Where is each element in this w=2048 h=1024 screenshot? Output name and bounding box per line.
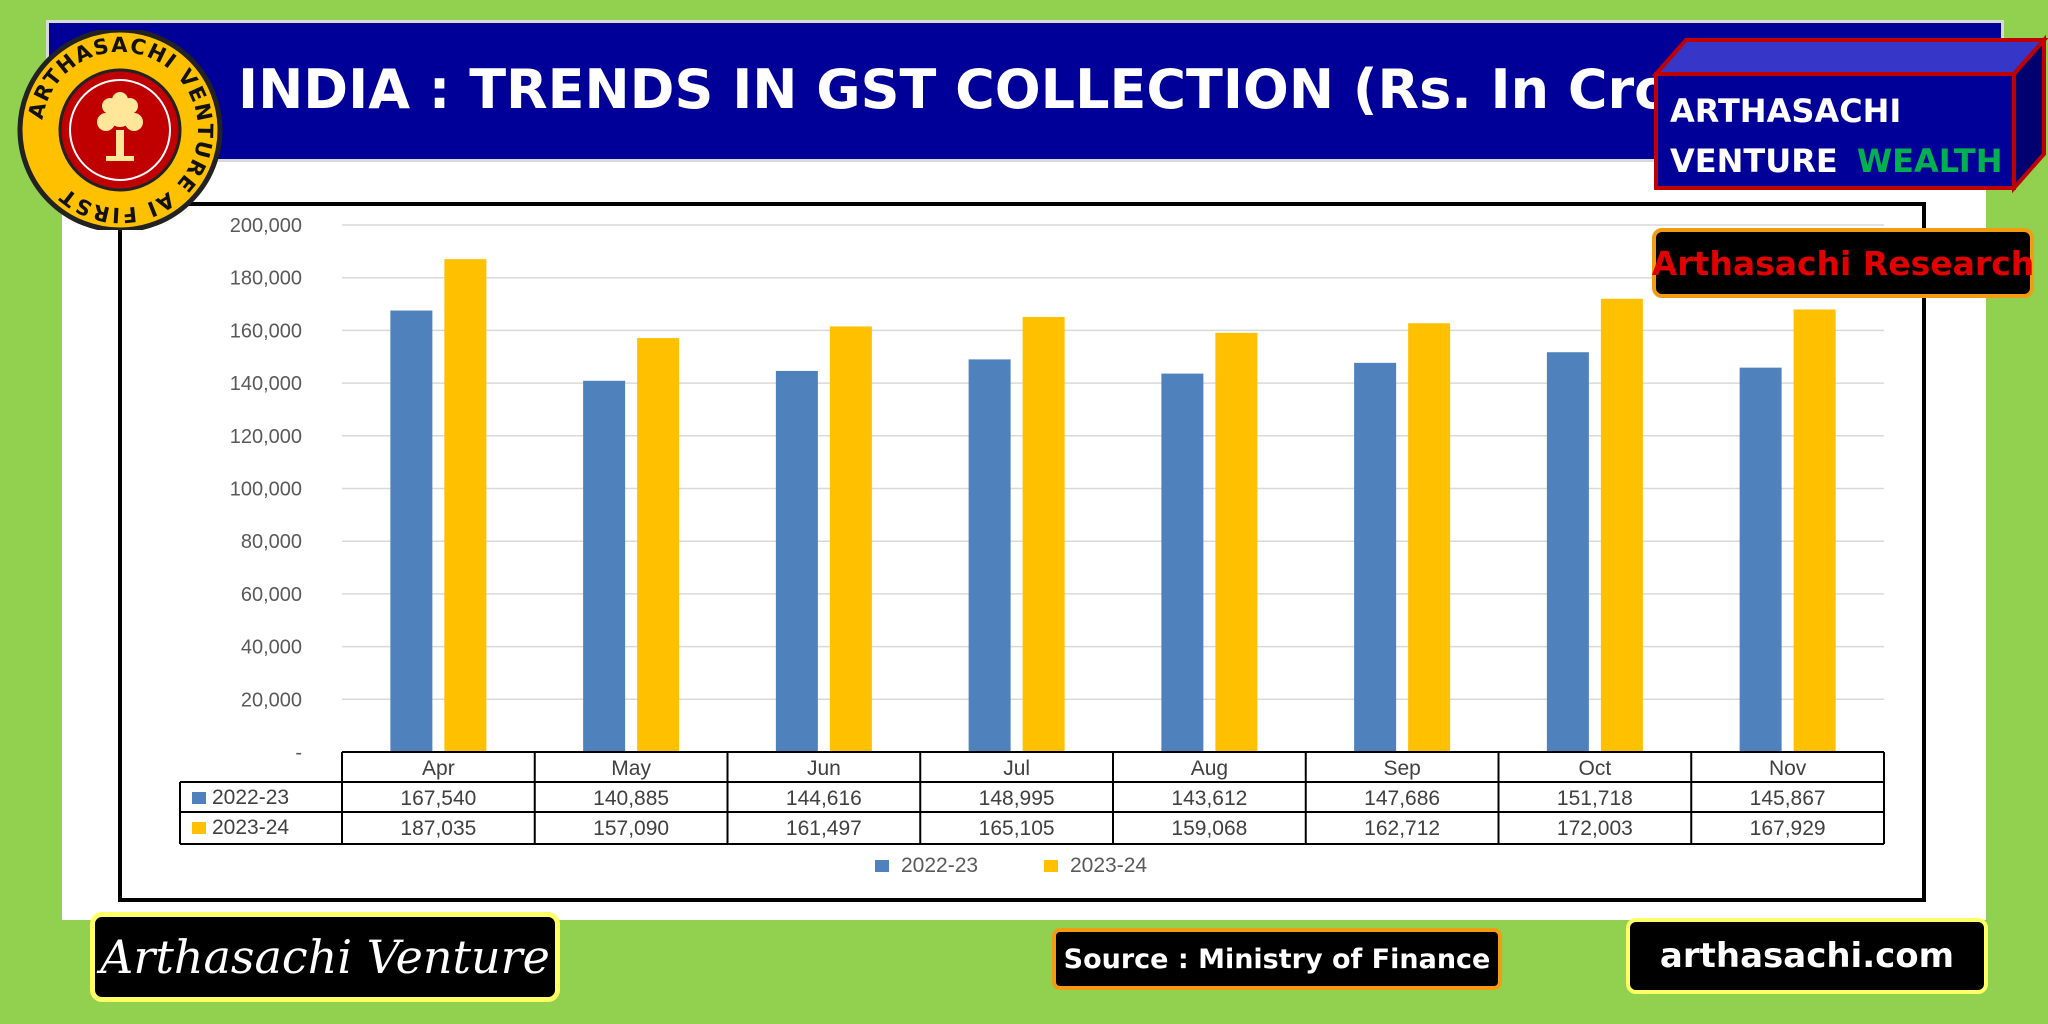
data-label: 167,540: [400, 787, 476, 810]
website-link[interactable]: arthasachi.com: [1626, 918, 1988, 994]
brand-line2a: VENTURE: [1670, 142, 1838, 180]
svg-text:VENTURE WEALTH: VENTURE WEALTH: [1670, 142, 2002, 180]
data-label: 140,885: [593, 787, 669, 810]
y-tick-label: 20,000: [241, 689, 302, 711]
y-tick-label: 100,000: [230, 479, 302, 501]
category-label-Apr: Apr: [422, 757, 455, 780]
category-label-Aug: Aug: [1191, 757, 1228, 780]
data-label: 159,068: [1171, 817, 1247, 840]
table-legend-key-2023-24: [192, 822, 206, 834]
legend-label-2022-23: 2022-23: [901, 854, 978, 877]
bar-2023-24-Aug: [1215, 332, 1258, 752]
y-tick-label: 40,000: [241, 637, 302, 659]
data-label: 145,867: [1750, 787, 1826, 810]
y-tick-label: 120,000: [230, 426, 302, 448]
table-legend-key-2022-23: [192, 792, 206, 804]
data-label: 187,035: [400, 817, 476, 840]
legend-label-2023-24: 2023-24: [1070, 854, 1147, 877]
data-label: 148,995: [979, 787, 1055, 810]
y-tick-label: -: [295, 742, 302, 764]
y-tick-label: 160,000: [230, 320, 302, 342]
category-label-Jun: Jun: [807, 757, 841, 780]
source-badge: Source : Ministry of Finance: [1052, 928, 1502, 990]
brand-box: ARTHASACHI VENTURE WEALTH: [1651, 34, 2048, 194]
y-tick-label: 200,000: [230, 215, 302, 237]
bar-2022-23-Apr: [390, 310, 433, 752]
bar-2023-24-Oct: [1600, 298, 1643, 752]
data-label: 165,105: [979, 817, 1055, 840]
category-label-Jul: Jul: [1003, 757, 1030, 780]
bar-2022-23-Jun: [775, 370, 818, 752]
y-tick-label: 180,000: [230, 268, 302, 290]
bar-2022-23-Nov: [1739, 367, 1782, 752]
tree-icon: [97, 92, 143, 161]
data-label: 157,090: [593, 817, 669, 840]
bar-2023-24-Nov: [1793, 309, 1836, 752]
bar-2023-24-Apr: [444, 259, 487, 752]
category-label-Nov: Nov: [1769, 757, 1807, 780]
bar-2022-23-Jul: [968, 359, 1011, 752]
category-label-Sep: Sep: [1383, 757, 1420, 780]
category-label-Oct: Oct: [1579, 757, 1612, 780]
research-badge: Arthasachi Research: [1652, 228, 2034, 298]
data-label: 167,929: [1750, 817, 1826, 840]
page-title: INDIA : TRENDS IN GST COLLECTION (Rs. In…: [238, 58, 1760, 121]
table-series-label-2022-23: 2022-23: [212, 786, 289, 809]
legend-key-2022-23: [875, 860, 889, 872]
brand-line2b: WEALTH: [1857, 142, 2003, 180]
data-label: 143,612: [1171, 787, 1247, 810]
venture-badge: Arthasachi Venture: [90, 912, 560, 1002]
y-tick-label: 60,000: [241, 584, 302, 606]
data-label: 147,686: [1364, 787, 1440, 810]
bar-2022-23-Aug: [1161, 373, 1204, 752]
brand-line1: ARTHASACHI: [1670, 92, 1901, 130]
bar-2022-23-Sep: [1354, 362, 1397, 752]
bar-2023-24-May: [637, 338, 680, 752]
data-label: 151,718: [1557, 787, 1633, 810]
bar-2023-24-Jul: [1022, 316, 1065, 752]
y-tick-label: 140,000: [230, 373, 302, 395]
data-label: 161,497: [786, 817, 862, 840]
data-label: 172,003: [1557, 817, 1633, 840]
legend-key-2023-24: [1044, 860, 1058, 872]
y-tick-label: 80,000: [241, 531, 302, 553]
bar-2022-23-Oct: [1546, 352, 1589, 752]
logo: ARTHASACHI VENTURE AI FIRST: [10, 27, 230, 233]
bar-2023-24-Sep: [1408, 323, 1451, 752]
data-label: 144,616: [786, 787, 862, 810]
table-series-label-2023-24: 2023-24: [212, 816, 289, 839]
category-label-May: May: [611, 757, 651, 780]
bar-2022-23-May: [583, 380, 626, 752]
bar-2023-24-Jun: [829, 326, 872, 752]
data-label: 162,712: [1364, 817, 1440, 840]
